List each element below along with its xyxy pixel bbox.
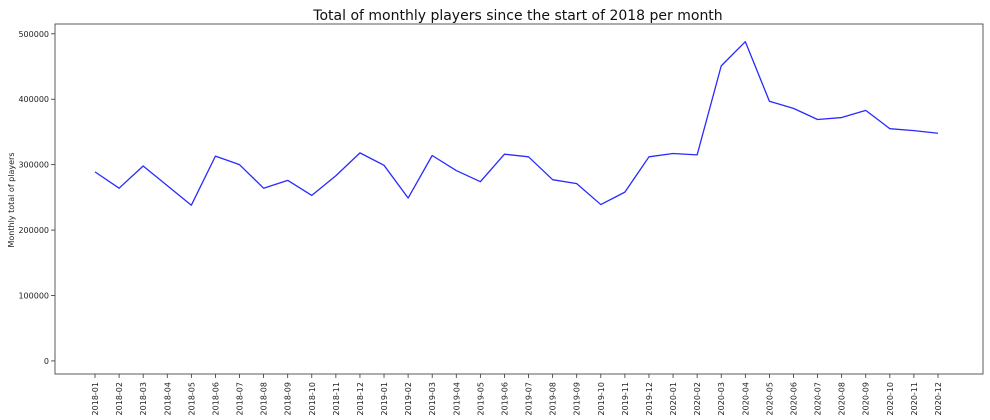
x-tick-label: 2018-02 bbox=[115, 382, 124, 415]
data-point bbox=[431, 154, 433, 156]
chart-title: Total of monthly players since the start… bbox=[312, 8, 722, 24]
x-tick-label: 2020-10 bbox=[886, 382, 895, 415]
data-point bbox=[503, 153, 505, 155]
data-point bbox=[527, 156, 529, 158]
data-point bbox=[359, 152, 361, 154]
x-tick-label: 2020-03 bbox=[717, 382, 726, 415]
x-tick-label: 2020-08 bbox=[838, 382, 847, 415]
x-tick-label: 2019-10 bbox=[597, 382, 606, 415]
x-axis-ticks: 2018-01 2018-02 2018-03 2018-04 2018-05 2018-… bbox=[91, 374, 943, 415]
data-point bbox=[624, 191, 626, 193]
data-point bbox=[865, 109, 867, 111]
y-tick-label: 100000 bbox=[18, 291, 49, 300]
data-point bbox=[94, 171, 96, 173]
x-tick-label: 2019-12 bbox=[645, 382, 654, 415]
data-point bbox=[479, 180, 481, 182]
x-tick-label: 2018-04 bbox=[163, 382, 172, 415]
x-tick-label: 2020-09 bbox=[862, 382, 871, 415]
x-tick-label: 2019-03 bbox=[428, 382, 437, 415]
data-point bbox=[166, 184, 168, 186]
data-point bbox=[889, 127, 891, 129]
data-point bbox=[816, 118, 818, 120]
x-tick-label: 2020-01 bbox=[669, 382, 678, 415]
x-tick-label: 2020-02 bbox=[693, 382, 702, 415]
data-point bbox=[551, 179, 553, 181]
y-tick-label: 400000 bbox=[18, 95, 49, 104]
x-tick-label: 2018-07 bbox=[236, 382, 245, 415]
x-tick-label: 2019-02 bbox=[404, 382, 413, 415]
data-point bbox=[286, 179, 288, 181]
y-tick-label: 500000 bbox=[18, 30, 49, 39]
x-tick-label: 2019-09 bbox=[573, 382, 582, 415]
data-point bbox=[576, 182, 578, 184]
x-tick-label: 2020-12 bbox=[934, 382, 943, 415]
x-tick-label: 2019-05 bbox=[476, 382, 485, 415]
plot-area-frame bbox=[54, 23, 984, 375]
data-point bbox=[238, 163, 240, 165]
data-point bbox=[142, 165, 144, 167]
data-point bbox=[455, 169, 457, 171]
x-tick-label: 2018-08 bbox=[260, 382, 269, 415]
data-point bbox=[648, 156, 650, 158]
data-point bbox=[672, 152, 674, 154]
x-tick-label: 2018-11 bbox=[332, 382, 341, 415]
data-point bbox=[840, 116, 842, 118]
data-point bbox=[383, 164, 385, 166]
data-point bbox=[720, 65, 722, 67]
x-tick-label: 2020-05 bbox=[765, 382, 774, 415]
x-tick-label: 2018-05 bbox=[187, 382, 196, 415]
data-point bbox=[311, 194, 313, 196]
x-tick-label: 2018-03 bbox=[139, 382, 148, 415]
data-point bbox=[744, 40, 746, 42]
y-axis-ticks: 0 100000 200000 300000 400000 500000 bbox=[18, 30, 55, 366]
x-tick-label: 2018-10 bbox=[308, 382, 317, 415]
x-tick-label: 2019-07 bbox=[525, 382, 534, 415]
x-tick-label: 2018-12 bbox=[356, 382, 365, 415]
x-tick-label: 2019-08 bbox=[549, 382, 558, 415]
y-tick-label: 0 bbox=[44, 357, 49, 366]
x-tick-label: 2020-06 bbox=[789, 382, 798, 415]
y-tick-label: 200000 bbox=[18, 226, 49, 235]
data-point bbox=[335, 175, 337, 177]
data-point bbox=[792, 107, 794, 109]
x-tick-label: 2020-04 bbox=[741, 382, 750, 415]
data-point bbox=[600, 203, 602, 205]
data-point bbox=[913, 129, 915, 131]
x-tick-label: 2019-04 bbox=[452, 382, 461, 415]
data-point bbox=[768, 100, 770, 102]
series-line-0 bbox=[94, 41, 939, 206]
x-tick-label: 2019-01 bbox=[380, 382, 389, 415]
series-layer bbox=[94, 40, 939, 206]
x-tick-label: 2018-01 bbox=[91, 382, 100, 415]
x-tick-label: 2019-06 bbox=[500, 382, 509, 415]
x-tick-label: 2018-06 bbox=[211, 382, 220, 415]
data-point bbox=[262, 187, 264, 189]
data-point bbox=[190, 204, 192, 206]
y-axis-label: Monthly total of players bbox=[7, 153, 16, 248]
x-tick-label: 2020-11 bbox=[910, 382, 919, 415]
x-tick-label: 2018-09 bbox=[284, 382, 293, 415]
data-point bbox=[696, 154, 698, 156]
x-tick-label: 2020-07 bbox=[814, 382, 823, 415]
x-tick-label: 2019-11 bbox=[621, 382, 630, 415]
data-point bbox=[214, 155, 216, 157]
data-point bbox=[937, 132, 939, 134]
data-point bbox=[407, 197, 409, 199]
y-tick-label: 300000 bbox=[18, 161, 49, 170]
data-point bbox=[118, 187, 120, 189]
